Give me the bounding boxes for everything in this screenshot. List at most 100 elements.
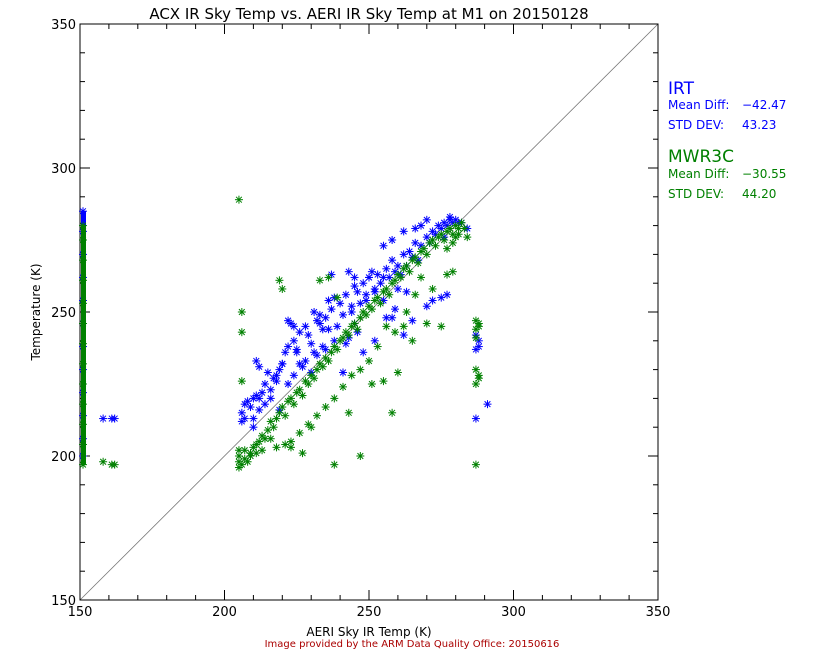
data-point-mwr3c bbox=[318, 362, 327, 371]
data-point-irt bbox=[315, 310, 324, 319]
data-point-mwr3c bbox=[275, 408, 284, 417]
data-point-irt bbox=[393, 261, 402, 270]
chart-title: ACX IR Sky Temp vs. AERI IR Sky Temp at … bbox=[149, 5, 588, 23]
legend: IRT Mean Diff: −42.47 STD DEV: 43.23 MWR… bbox=[668, 79, 786, 201]
data-point-irt bbox=[284, 342, 293, 351]
data-point-mwr3c bbox=[396, 273, 405, 282]
data-point-irt bbox=[350, 273, 359, 282]
data-point-irt bbox=[99, 414, 108, 423]
data-point-irt bbox=[324, 296, 333, 305]
data-point-mwr3c bbox=[79, 380, 87, 388]
legend-mwr3c-mean-diff: Mean Diff: −30.55 bbox=[668, 167, 786, 181]
data-point-mwr3c bbox=[338, 382, 347, 391]
data-point-mwr3c bbox=[281, 411, 290, 420]
data-point-mwr3c bbox=[327, 348, 336, 357]
data-point-mwr3c bbox=[448, 267, 457, 276]
x-tick-label: 200 bbox=[212, 605, 237, 620]
data-point-irt bbox=[295, 359, 304, 368]
legend-mwr3c-mean-diff-label: Mean Diff: bbox=[668, 167, 729, 181]
data-point-mwr3c bbox=[474, 322, 483, 331]
data-point-mwr3c bbox=[237, 377, 246, 386]
data-point-irt bbox=[266, 385, 275, 394]
data-point-mwr3c bbox=[382, 284, 391, 293]
data-point-mwr3c bbox=[237, 308, 246, 316]
data-point-mwr3c bbox=[79, 319, 87, 328]
data-point-irt bbox=[307, 339, 316, 348]
data-point-mwr3c bbox=[463, 233, 472, 242]
data-point-mwr3c bbox=[330, 460, 339, 469]
data-point-irt bbox=[382, 313, 391, 322]
data-point-mwr3c bbox=[79, 440, 87, 449]
data-point-irt bbox=[417, 221, 426, 230]
data-point-mwr3c bbox=[79, 276, 87, 285]
legend-irt-std-dev: STD DEV: 43.23 bbox=[668, 118, 776, 132]
data-point-mwr3c bbox=[338, 333, 347, 342]
data-point-irt bbox=[376, 279, 385, 288]
y-tick-label: 300 bbox=[51, 162, 76, 177]
data-point-irt bbox=[443, 290, 452, 299]
data-point-mwr3c bbox=[347, 371, 356, 380]
data-point-mwr3c bbox=[312, 365, 321, 374]
legend-irt-name: IRT bbox=[668, 79, 695, 99]
data-point-irt bbox=[365, 273, 373, 282]
data-point-irt bbox=[324, 325, 333, 334]
data-point-mwr3c bbox=[440, 236, 449, 244]
data-point-irt bbox=[318, 342, 327, 351]
data-point-irt bbox=[292, 345, 301, 354]
data-point-irt bbox=[422, 302, 431, 311]
x-tick-label: 250 bbox=[357, 605, 382, 620]
x-tick-label: 150 bbox=[68, 605, 93, 620]
data-point-mwr3c bbox=[417, 273, 426, 282]
data-point-mwr3c bbox=[298, 449, 307, 458]
data-point-irt bbox=[399, 331, 408, 340]
y-tick-label: 200 bbox=[51, 450, 76, 465]
y-tick-label: 150 bbox=[51, 594, 76, 609]
data-point-irt bbox=[382, 264, 391, 273]
data-point-mwr3c bbox=[350, 319, 359, 328]
data-point-irt bbox=[408, 316, 417, 325]
data-point-irt bbox=[249, 414, 258, 423]
data-point-mwr3c bbox=[315, 276, 324, 285]
y-tick-label: 350 bbox=[51, 18, 76, 33]
data-point-mwr3c bbox=[99, 457, 108, 466]
data-point-irt bbox=[474, 342, 483, 351]
data-point-mwr3c bbox=[445, 224, 454, 233]
data-point-irt bbox=[289, 371, 298, 380]
data-point-irt bbox=[359, 348, 368, 357]
data-point-mwr3c bbox=[391, 328, 400, 337]
data-point-irt bbox=[315, 319, 324, 328]
data-point-mwr3c bbox=[252, 449, 261, 458]
data-point-irt bbox=[310, 308, 319, 316]
data-point-mwr3c bbox=[321, 403, 330, 412]
data-point-irt bbox=[278, 359, 287, 368]
data-point-mwr3c bbox=[272, 443, 281, 452]
data-point-mwr3c bbox=[275, 276, 284, 285]
data-point-mwr3c bbox=[457, 218, 466, 227]
data-point-irt bbox=[240, 414, 249, 423]
data-point-mwr3c bbox=[79, 420, 87, 429]
legend-irt-mean-diff-value: −42.47 bbox=[742, 98, 786, 112]
data-point-mwr3c bbox=[330, 394, 339, 403]
legend-mwr3c-std-dev-value: 44.20 bbox=[742, 187, 776, 201]
data-point-irt bbox=[272, 377, 281, 386]
series-mwr3c-points bbox=[79, 195, 483, 472]
data-point-mwr3c bbox=[79, 299, 87, 308]
data-point-mwr3c bbox=[266, 434, 275, 443]
data-point-irt bbox=[295, 328, 304, 337]
data-point-irt bbox=[428, 296, 437, 305]
data-point-irt bbox=[399, 250, 408, 259]
data-point-mwr3c bbox=[437, 230, 446, 239]
data-point-irt bbox=[422, 233, 431, 242]
data-point-mwr3c bbox=[234, 195, 243, 204]
reference-line bbox=[79, 23, 659, 601]
data-point-mwr3c bbox=[79, 339, 87, 348]
data-point-irt bbox=[281, 348, 290, 357]
y-tick-label: 250 bbox=[51, 306, 76, 321]
legend-mwr3c-mean-diff-value: −30.55 bbox=[742, 167, 786, 181]
data-point-irt bbox=[411, 224, 420, 233]
data-point-mwr3c bbox=[471, 460, 480, 469]
data-point-irt bbox=[263, 368, 272, 377]
data-point-mwr3c bbox=[79, 221, 87, 230]
data-point-mwr3c bbox=[324, 273, 333, 282]
data-point-mwr3c bbox=[79, 460, 87, 469]
